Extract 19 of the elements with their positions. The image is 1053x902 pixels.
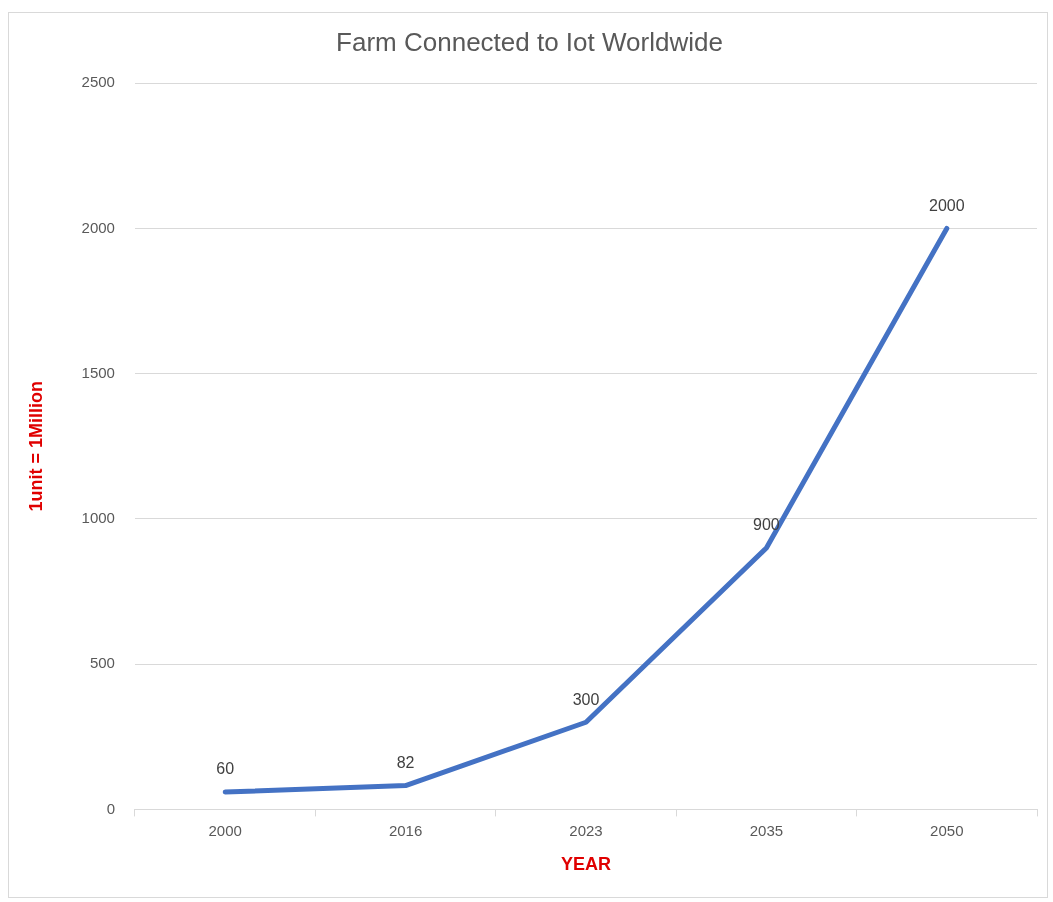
- data-label: 60: [216, 760, 235, 778]
- y-tick-label: 2500: [81, 73, 115, 91]
- y-tick-label: 1500: [81, 363, 115, 381]
- data-label: 900: [753, 516, 780, 534]
- data-label: 300: [572, 690, 600, 708]
- y-tick-label: 0: [106, 799, 115, 817]
- x-tick-label: 2000: [208, 821, 242, 839]
- data-label: 2000: [929, 196, 965, 214]
- data-label: 82: [396, 753, 415, 771]
- x-tick-label: 2035: [749, 821, 784, 839]
- chart-title: Farm Connected to Iot Worldwide: [336, 26, 723, 57]
- y-tick-label: 1000: [81, 509, 115, 527]
- y-tick-label: 2000: [81, 218, 115, 236]
- x-tick-label: 2050: [930, 821, 964, 839]
- x-tick-label: 2016: [388, 821, 423, 839]
- y-axis-title: 1unit = 1Million: [25, 381, 46, 512]
- x-tick-label: 2023: [569, 821, 603, 839]
- x-axis-title: YEAR: [560, 854, 611, 875]
- y-tick-label: 500: [89, 654, 115, 672]
